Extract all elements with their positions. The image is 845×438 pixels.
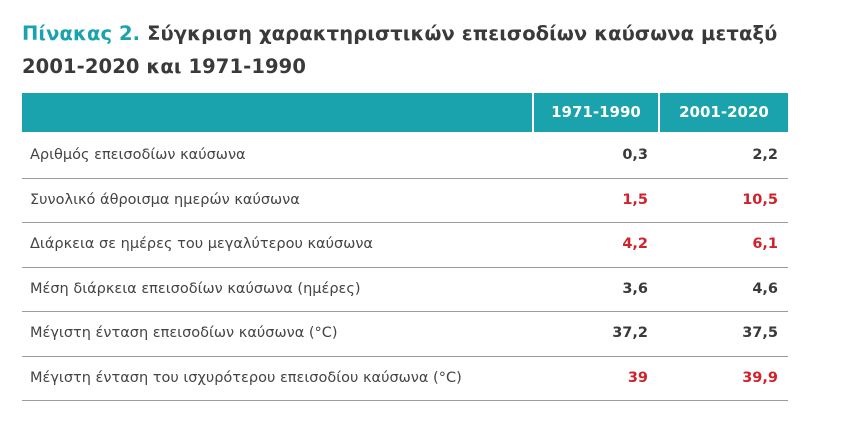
row-label: Αριθμός επεισοδίων καύσωνα [30, 147, 246, 163]
value-1971-1990: 39 [627, 369, 648, 386]
value-2001-2020: 39,9 [742, 369, 778, 386]
value-2001-2020: 6,1 [752, 236, 778, 252]
table-row: Διάρκεια σε ημέρες του μεγαλύτερου καύσω… [22, 223, 788, 268]
table-title-label: Πίνακας 2. [22, 22, 141, 45]
row-label: Μέση διάρκεια επεισοδίων καύσωνα (ημέρες… [30, 280, 361, 297]
value-2001-2020: 2,2 [752, 147, 778, 163]
row-label: Μέγιστη ένταση του ισχυρότερου επεισοδίο… [30, 369, 462, 386]
column-header-2001-2020: 2001-2020 [658, 93, 788, 132]
row-label: Συνολικό άθροισμα ημερών καύσωνα [30, 191, 300, 208]
row-label: Μέγιστη ένταση επεισοδίων καύσωνα (°C) [30, 325, 338, 341]
value-1971-1990: 37,2 [612, 325, 648, 341]
table-header-row: 1971-1990 2001-2020 [22, 93, 788, 132]
column-header-1971-1990: 1971-1990 [532, 93, 658, 132]
row-label: Διάρκεια σε ημέρες του μεγαλύτερου καύσω… [30, 236, 373, 252]
table-row: Μέση διάρκεια επεισοδίων καύσωνα (ημέρες… [22, 267, 788, 312]
value-1971-1990: 4,2 [622, 236, 648, 252]
value-1971-1990: 3,6 [622, 280, 648, 297]
comparison-table: 1971-1990 2001-2020 Αριθμός επεισοδίων κ… [22, 93, 788, 401]
table-title: Πίνακας 2. Σύγκριση χαρακτηριστικών επει… [22, 17, 782, 83]
table-row: Μέγιστη ένταση επεισοδίων καύσωνα (°C) 3… [22, 312, 788, 357]
table-row: Αριθμός επεισοδίων καύσωνα 0,3 2,2 [22, 134, 788, 179]
table-row: Συνολικό άθροισμα ημερών καύσωνα 1,5 10,… [22, 178, 788, 223]
table-title-text: Σύγκριση χαρακτηριστικών επεισοδίων καύσ… [22, 22, 778, 78]
value-1971-1990: 0,3 [622, 147, 648, 163]
value-2001-2020: 37,5 [742, 325, 778, 341]
value-1971-1990: 1,5 [622, 191, 648, 208]
value-2001-2020: 10,5 [742, 191, 778, 208]
value-2001-2020: 4,6 [752, 280, 778, 297]
table-row: Μέγιστη ένταση του ισχυρότερου επεισοδίο… [22, 356, 788, 401]
